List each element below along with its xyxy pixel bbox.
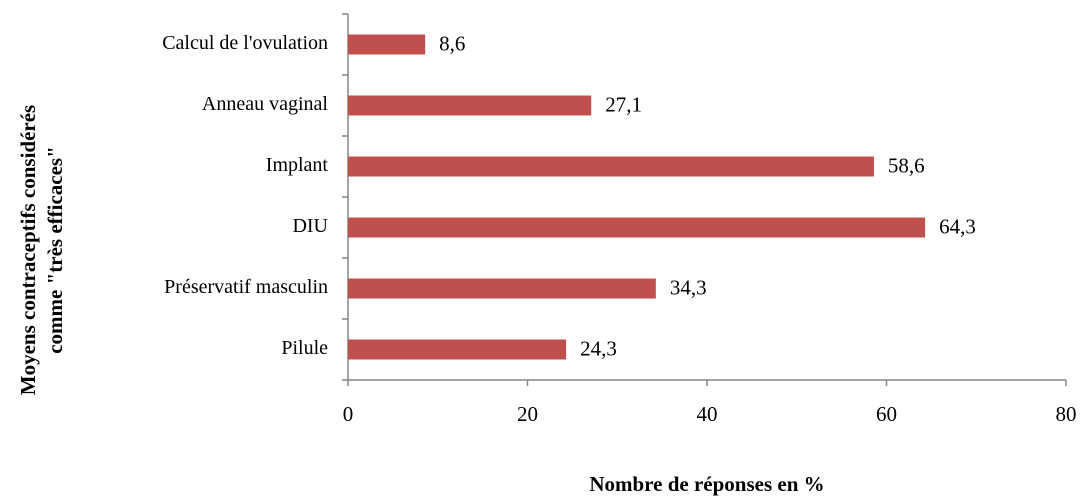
x-tick-label: 80 — [1056, 402, 1077, 426]
bar — [348, 339, 567, 360]
y-tick-label: Pilule — [281, 337, 328, 359]
data-label: 27,1 — [605, 92, 642, 116]
bar — [348, 34, 426, 55]
x-tick-label: 40 — [697, 402, 718, 426]
data-label: 8,6 — [439, 31, 465, 55]
y-tick-label: Préservatif masculin — [164, 276, 328, 298]
data-label: 58,6 — [888, 153, 925, 177]
x-axis-title: Nombre de réponses en % — [589, 472, 824, 496]
x-tick-label: 60 — [876, 402, 897, 426]
data-label: 24,3 — [580, 336, 617, 360]
x-tick-label: 20 — [517, 402, 538, 426]
bar — [348, 217, 926, 238]
bar — [348, 156, 874, 177]
y-tick-label: Anneau vaginal — [202, 93, 329, 115]
data-label: 34,3 — [670, 275, 707, 299]
y-tick-label: Calcul de l'ovulation — [162, 32, 328, 54]
x-tick-label: 0 — [343, 402, 354, 426]
y-axis-title: comme "très efficaces" — [43, 146, 67, 354]
bar — [348, 278, 656, 299]
y-axis-title: Moyens contraceptifs considérés — [16, 105, 40, 395]
bar — [348, 95, 592, 116]
y-tick-label: Implant — [266, 154, 329, 176]
data-label: 64,3 — [939, 214, 976, 238]
y-tick-label: DIU — [292, 215, 328, 237]
